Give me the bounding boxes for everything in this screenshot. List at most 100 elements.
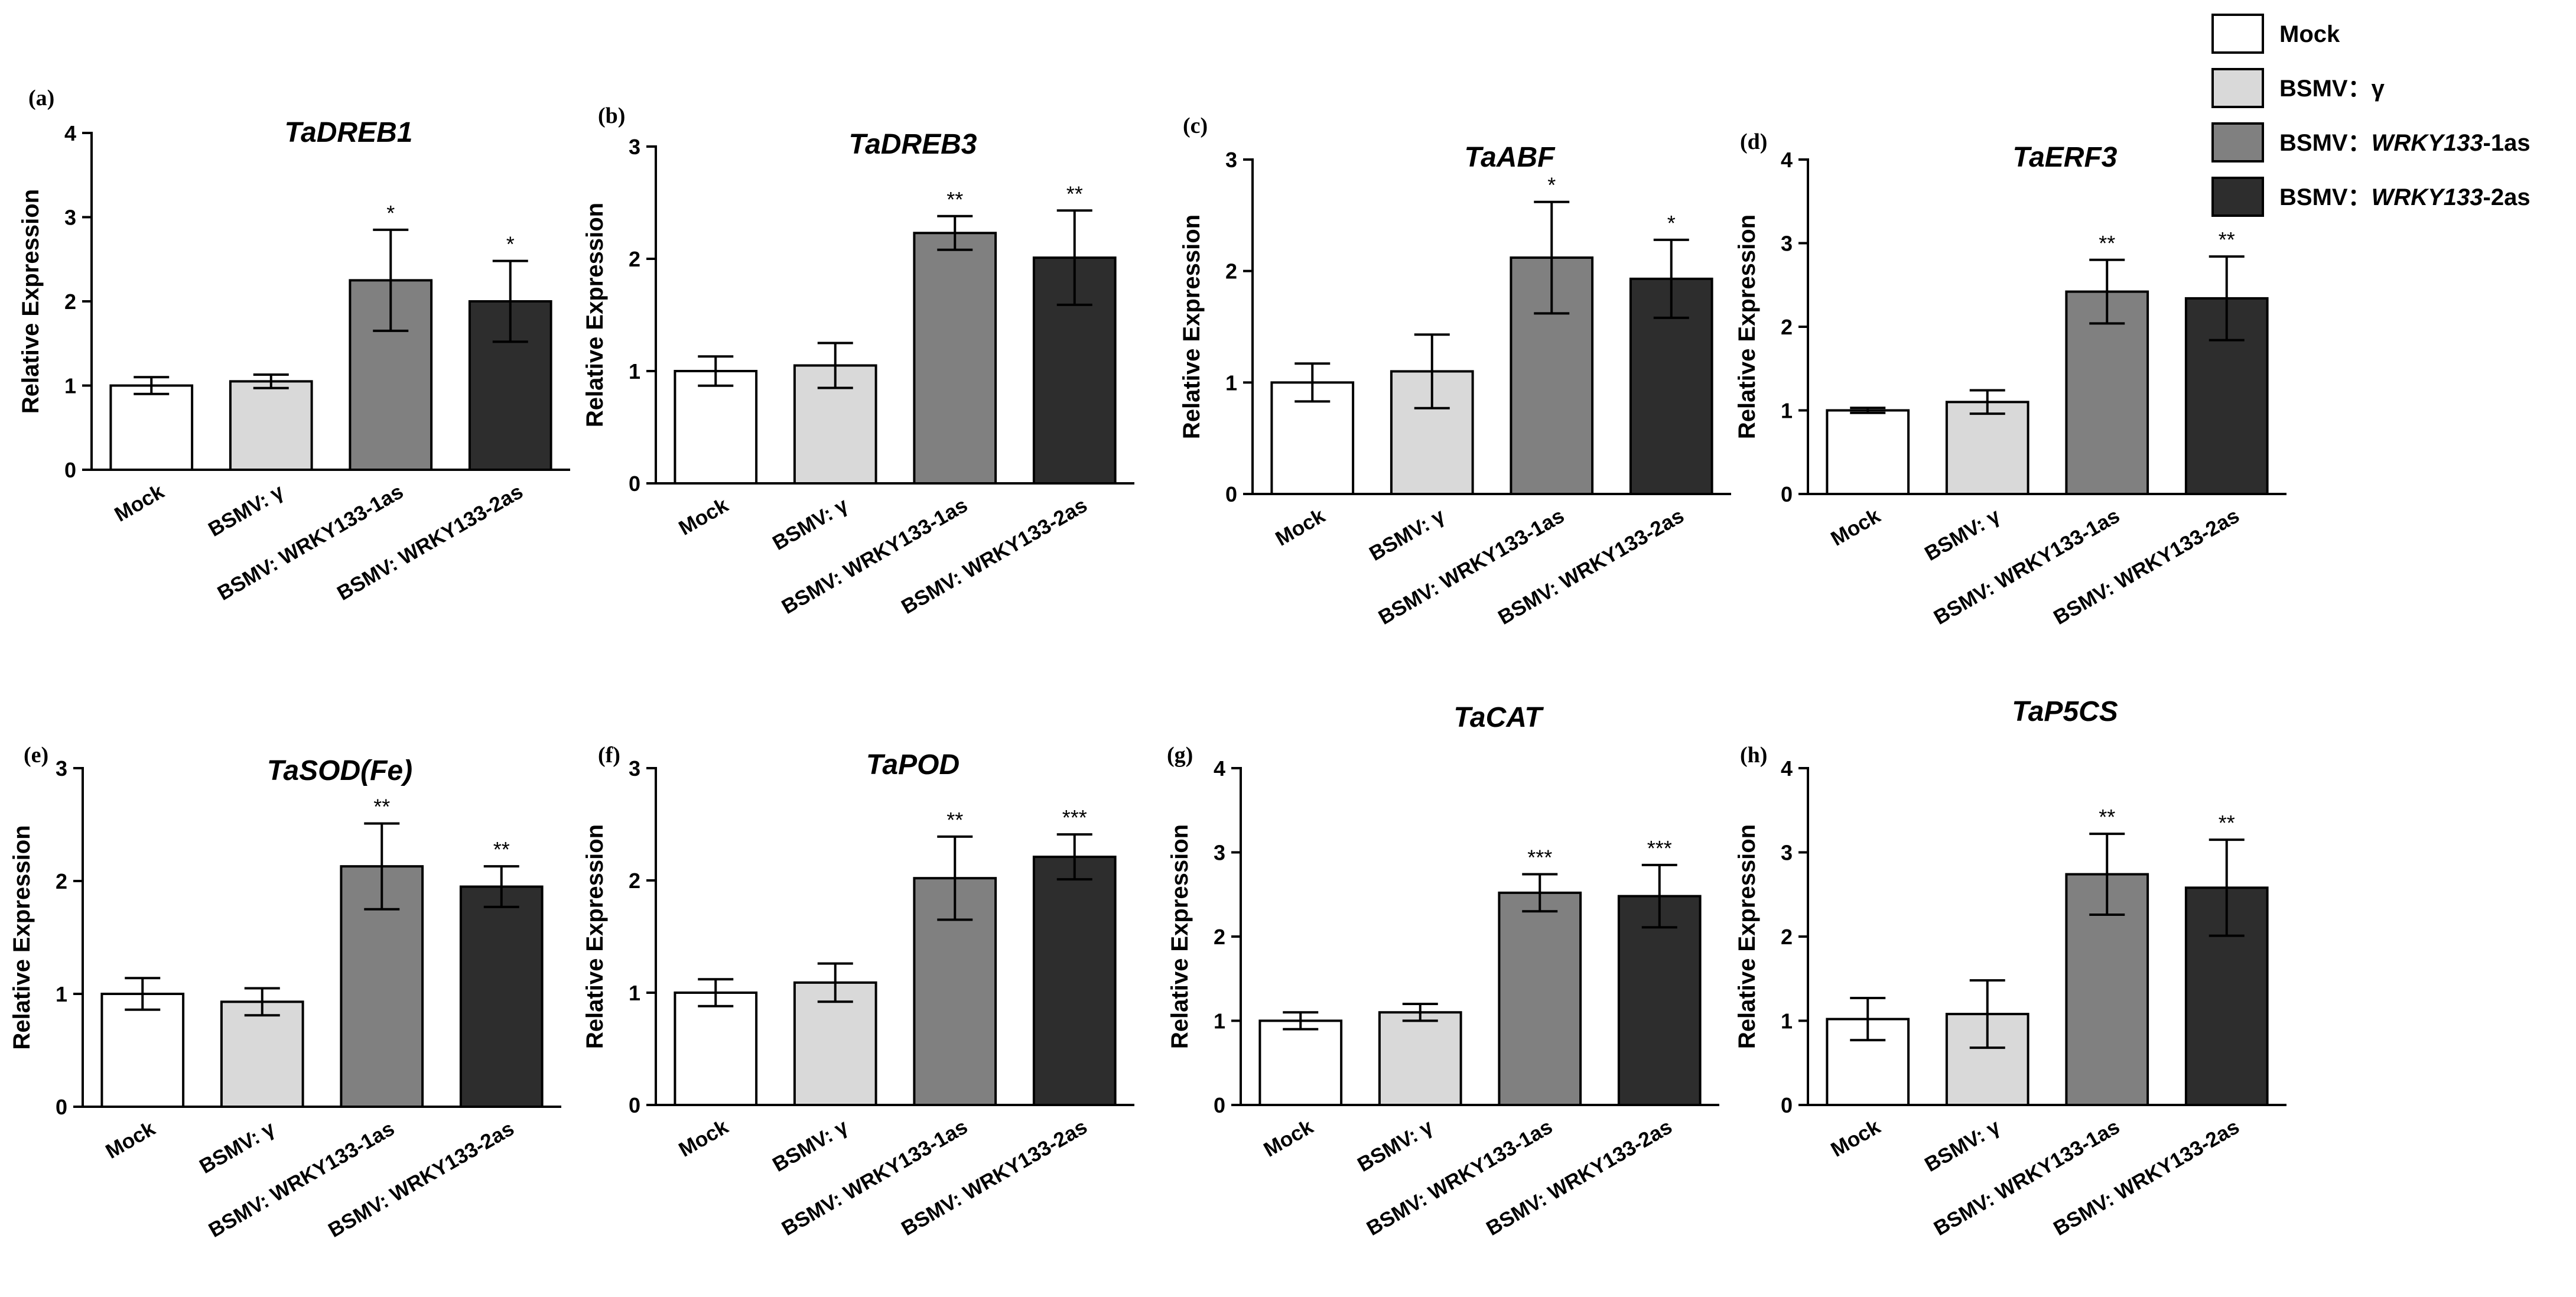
y-axis-label: Relative Expression xyxy=(1167,824,1193,1049)
x-tick-label: Mock xyxy=(675,1115,732,1162)
bar xyxy=(349,279,433,471)
x-tick-label: BSMV: γ xyxy=(1921,1115,2004,1176)
y-axis-label: Relative Expression xyxy=(9,825,35,1049)
y-tick-label: 3 xyxy=(1781,841,1793,865)
y-tick-label: 3 xyxy=(629,756,640,781)
bar xyxy=(229,380,313,471)
y-tick-label: 2 xyxy=(1781,925,1793,949)
y-tick-label: 2 xyxy=(1781,315,1793,339)
legend-label: BSMV：WRKY133-1as xyxy=(2279,130,2531,156)
significance-label: ** xyxy=(2219,227,2235,252)
legend-swatch xyxy=(2211,68,2264,108)
chart-panel-5: (e) TaSOD(Fe) Relative Expression 0 1 2 3 Mock B… xyxy=(9,743,561,1242)
legend-label: Mock xyxy=(2279,21,2340,47)
bar xyxy=(1378,1011,1462,1106)
y-tick-label: 0 xyxy=(1214,1093,1225,1117)
x-tick-label: BSMV: γ xyxy=(1365,504,1449,565)
y-tick-label: 1 xyxy=(629,981,640,1005)
y-tick-label: 4 xyxy=(1781,756,1793,781)
legend-label: BSMV：WRKY133-2as xyxy=(2279,184,2531,210)
significance-label: ** xyxy=(2099,805,2115,829)
y-tick-label: 1 xyxy=(1225,370,1237,395)
legend-item: BSMV：γ xyxy=(2211,68,2385,108)
y-tick-label: 4 xyxy=(64,121,76,145)
legend-swatch xyxy=(2211,122,2264,162)
legend-swatch xyxy=(2211,177,2264,217)
x-tick-label: BSMV: γ xyxy=(1921,504,2004,565)
y-tick-label: 0 xyxy=(1781,482,1793,506)
chart-title: TaP5CS xyxy=(2012,696,2118,727)
panel-label: (b) xyxy=(598,103,625,128)
y-tick-label: 1 xyxy=(629,359,640,383)
x-tick-label: Mock xyxy=(675,493,732,540)
legend-item: BSMV：WRKY133-1as xyxy=(2211,122,2531,162)
legend-item: Mock xyxy=(2211,14,2340,54)
bar xyxy=(793,981,877,1107)
panel-label: (a) xyxy=(28,86,54,110)
bar xyxy=(100,993,185,1108)
chart-panel-2: (b) TaDREB3 Relative Expression 0 1 2 3 Mock BSM… xyxy=(582,103,1134,619)
y-tick-label: 3 xyxy=(56,756,67,781)
bar xyxy=(674,992,758,1106)
y-tick-label: 0 xyxy=(629,472,640,496)
y-tick-label: 4 xyxy=(1781,148,1793,172)
y-tick-label: 0 xyxy=(64,458,76,482)
y-tick-label: 2 xyxy=(1214,925,1225,949)
significance-label: ** xyxy=(493,837,510,862)
y-tick-label: 1 xyxy=(56,982,67,1006)
x-tick-label: Mock xyxy=(102,1117,159,1163)
y-axis-label: Relative Expression xyxy=(1179,214,1205,439)
chart-panel-7: (g) TaCAT Relative Expression 0 1 2 3 4 Mock BSMV… xyxy=(1167,702,1719,1240)
panel-label: (h) xyxy=(1740,743,1767,768)
significance-label: * xyxy=(1667,211,1676,235)
significance-label: * xyxy=(1547,173,1556,197)
chart-title: TaCAT xyxy=(1453,702,1544,733)
chart-panel-6: (f) TaPOD Relative Expression 0 1 2 3 Mock BSMV:… xyxy=(582,743,1134,1240)
x-tick-label: BSMV: γ xyxy=(1354,1115,1437,1176)
significance-label: ** xyxy=(2219,811,2235,835)
y-tick-label: 3 xyxy=(629,135,640,159)
y-tick-label: 0 xyxy=(1225,482,1237,506)
bar xyxy=(109,384,194,471)
y-tick-label: 3 xyxy=(64,206,76,230)
chart-title: TaABF xyxy=(1465,142,1556,173)
chart-panel-3: (c) TaABF Relative Expression 0 1 2 3 Mock BSMV:… xyxy=(1179,113,1731,629)
y-axis-label: Relative Expression xyxy=(582,824,608,1049)
chart-panel-1: (a) TaDREB1 Relative Expression 0 1 2 3 4 Mock BS… xyxy=(18,86,570,605)
chart-title: TaSOD(Fe) xyxy=(267,755,412,786)
y-tick-label: 0 xyxy=(1781,1093,1793,1117)
chart-title: TaERF3 xyxy=(2013,142,2118,173)
x-tick-label: Mock xyxy=(110,480,168,526)
significance-label: ** xyxy=(947,808,963,832)
y-tick-label: 1 xyxy=(1781,1009,1793,1033)
significance-label: * xyxy=(506,232,515,256)
y-tick-label: 2 xyxy=(64,290,76,314)
y-tick-label: 4 xyxy=(1214,756,1225,781)
significance-label: ** xyxy=(373,795,390,819)
legend-swatch xyxy=(2211,14,2264,54)
y-axis-label: Relative Expression xyxy=(1734,824,1760,1049)
significance-label: ** xyxy=(2099,231,2115,255)
y-tick-label: 2 xyxy=(629,247,640,271)
chart-title: TaDREB1 xyxy=(285,117,413,148)
x-tick-label: Mock xyxy=(1271,504,1329,551)
bar xyxy=(674,370,758,485)
y-tick-label: 2 xyxy=(1225,259,1237,284)
chart-panel-4: (d) TaERF3 Relative Expression 0 1 2 3 4 Mock BSM… xyxy=(1734,129,2286,629)
x-tick-label: BSMV: γ xyxy=(204,480,288,541)
bar xyxy=(1617,895,1702,1106)
y-tick-label: 1 xyxy=(1214,1009,1225,1033)
y-tick-label: 0 xyxy=(56,1095,67,1119)
panel-label: (e) xyxy=(24,743,48,768)
bar xyxy=(1498,891,1582,1107)
y-tick-label: 1 xyxy=(1781,399,1793,423)
y-tick-label: 3 xyxy=(1225,148,1237,172)
y-tick-label: 2 xyxy=(629,869,640,893)
bar xyxy=(2065,290,2149,495)
x-tick-label: BSMV: γ xyxy=(196,1117,279,1178)
y-axis-label: Relative Expression xyxy=(582,203,608,427)
x-tick-label: BSMV: γ xyxy=(769,493,852,555)
significance-label: *** xyxy=(1062,805,1087,830)
x-tick-label: Mock xyxy=(1827,504,1884,551)
